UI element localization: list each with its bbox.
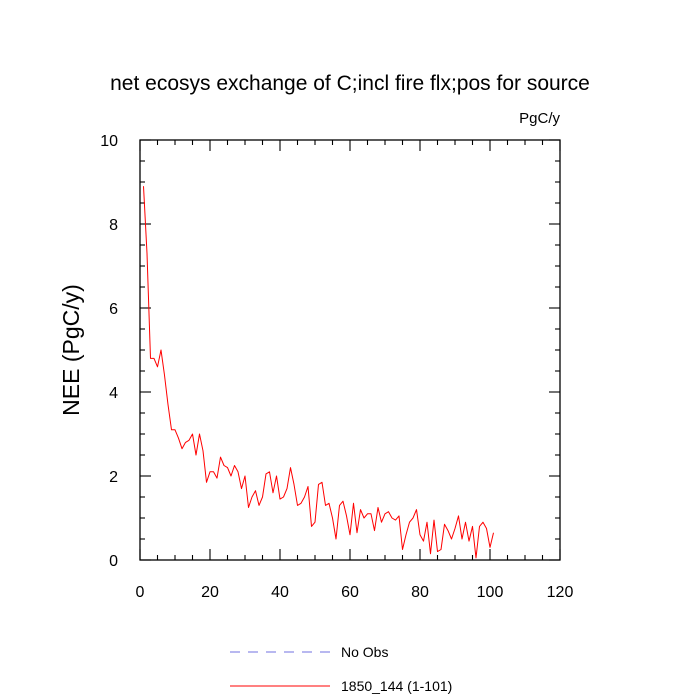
legend-label: 1850_144 (1-101) [341, 678, 452, 694]
x-tick-label: 0 [136, 584, 145, 601]
y-tick-label: 2 [109, 469, 118, 486]
axis-tick-labels: 0 20 40 60 80 100 120 0 2 4 6 8 10 [100, 133, 573, 601]
y-tick-label: 10 [100, 133, 118, 150]
series-line [143, 186, 494, 559]
x-tick-label: 40 [271, 584, 289, 601]
y-tick-label: 8 [109, 217, 118, 234]
data-series [143, 186, 494, 559]
x-tick-label: 120 [547, 584, 574, 601]
chart-title: net ecosys exchange of C;incl fire flx;p… [110, 72, 590, 95]
y-tick-label: 6 [109, 301, 118, 318]
legend: No Obs 1850_144 (1-101) [230, 644, 452, 694]
y-tick-label: 4 [109, 385, 118, 402]
units-label: PgC/y [519, 110, 560, 127]
legend-label: No Obs [341, 644, 388, 660]
axis-ticks [139, 139, 561, 561]
y-axis-label: NEE (PgC/y) [58, 284, 84, 416]
x-tick-label: 20 [201, 584, 219, 601]
x-tick-label: 80 [411, 584, 429, 601]
x-tick-label: 100 [477, 584, 504, 601]
x-tick-label: 60 [341, 584, 359, 601]
plot-frame [139, 139, 561, 561]
y-tick-label: 0 [109, 553, 118, 570]
